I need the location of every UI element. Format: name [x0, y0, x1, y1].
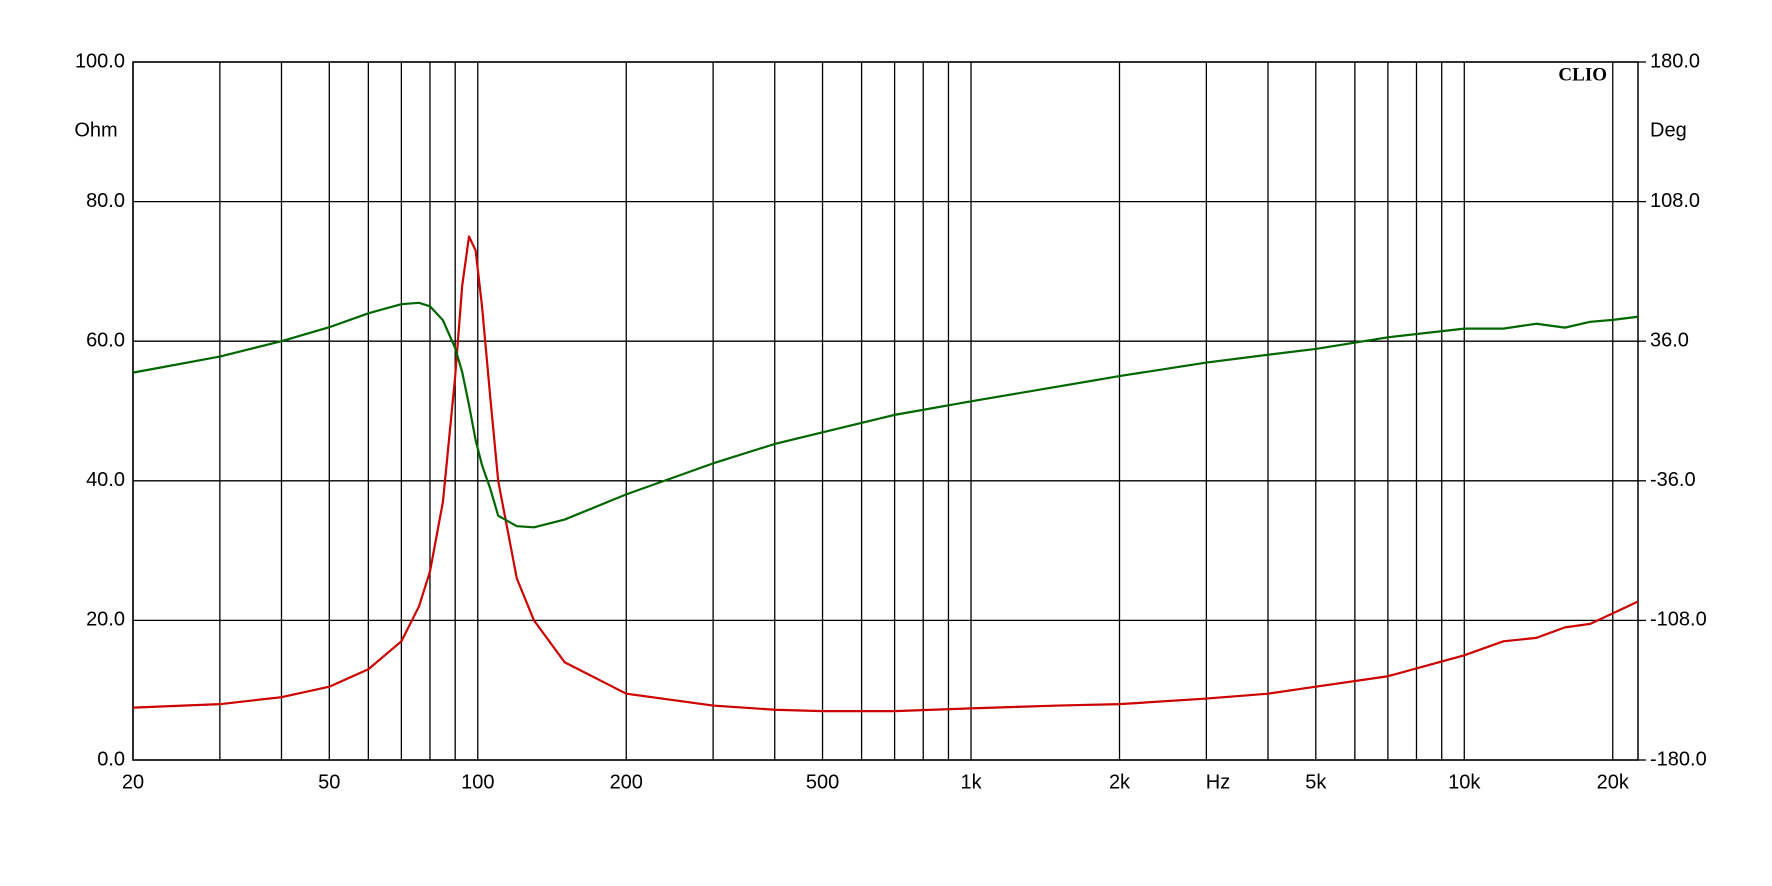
y2-tick-label: 36.0 — [1650, 329, 1689, 351]
x-tick-label: 20k — [1597, 771, 1630, 793]
y-tick-label: 40.0 — [86, 469, 125, 491]
series-line — [132, 235, 1639, 713]
brand-label: CLIO — [1558, 64, 1607, 85]
y-tick-label: 100.0 — [75, 50, 125, 72]
y-tick-label: 20.0 — [86, 609, 125, 631]
y2-tick-label: 180.0 — [1650, 50, 1700, 72]
x-tick-label: 10k — [1448, 771, 1481, 793]
x-tick-label: 2k — [1109, 771, 1131, 793]
x-tick-label: 200 — [610, 771, 643, 793]
x-tick-label: 1k — [960, 771, 982, 793]
y2-tick-label: 108.0 — [1650, 190, 1700, 212]
series-line — [132, 301, 1639, 529]
x-tick-label: 5k — [1305, 771, 1327, 793]
x-tick-label: 100 — [461, 771, 494, 793]
x-tick-label: 50 — [318, 771, 340, 793]
y2-tick-label: -36.0 — [1650, 469, 1696, 491]
y-tick-label: 60.0 — [86, 329, 125, 351]
y-tick-label: 0.0 — [97, 748, 125, 770]
y-axis-label: Ohm — [74, 119, 117, 141]
y2-tick-label: -180.0 — [1650, 748, 1707, 770]
x-axis-label: Hz — [1206, 771, 1230, 793]
x-tick-label: 500 — [806, 771, 839, 793]
y2-tick-label: -108.0 — [1650, 609, 1707, 631]
x-tick-label: 20 — [122, 771, 144, 793]
plot-frame — [132, 61, 1639, 761]
y2-axis-label: Deg — [1650, 119, 1687, 141]
y-tick-label: 80.0 — [86, 190, 125, 212]
